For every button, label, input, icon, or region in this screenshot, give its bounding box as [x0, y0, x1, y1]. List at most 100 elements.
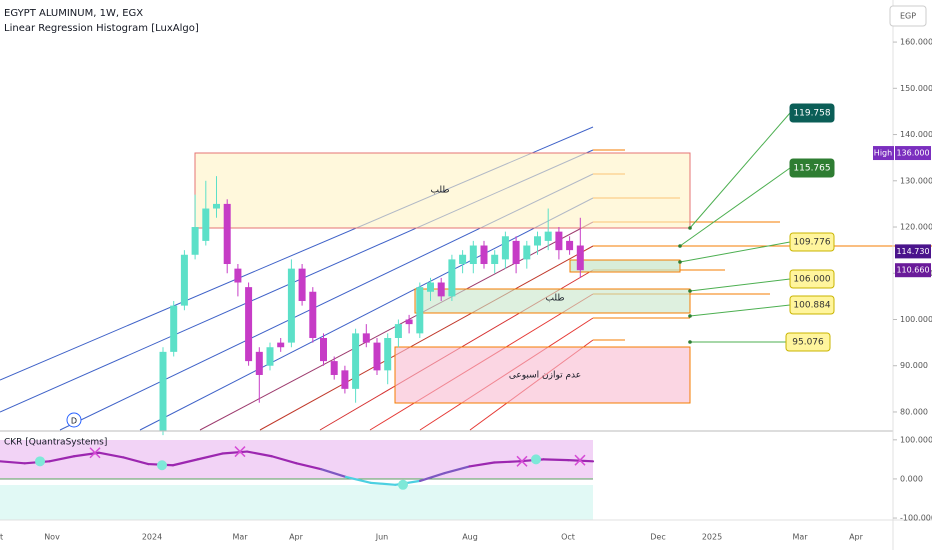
y-tick-label: 160.000	[900, 38, 932, 47]
indicator-line	[122, 456, 150, 466]
candle-body	[480, 245, 488, 265]
candle-body	[159, 351, 167, 431]
signal-dot	[35, 456, 45, 467]
candle-body	[352, 333, 360, 389]
level-box	[789, 158, 835, 178]
price-label-box	[895, 263, 931, 278]
candle-body	[320, 337, 327, 362]
x-tick-label: t	[0, 533, 3, 542]
level-dot	[678, 244, 682, 248]
small-zone	[569, 259, 681, 273]
level-box	[789, 295, 835, 315]
candle-body	[298, 268, 306, 301]
candle-body	[394, 324, 402, 338]
candle-body	[213, 203, 220, 209]
candle-body	[459, 254, 467, 265]
candle-body	[416, 287, 424, 334]
level-box	[789, 232, 835, 252]
indicator-line	[0, 460, 26, 465]
indicator-line	[196, 452, 224, 461]
signal-dot	[157, 460, 167, 471]
y-tick-label: 100.000	[900, 315, 932, 324]
signal-cross	[516, 455, 528, 467]
indicator-line	[245, 450, 273, 458]
candle-body	[266, 347, 274, 366]
indicator-lower-band	[0, 485, 593, 520]
price-label-box	[895, 244, 931, 259]
indicator-line	[221, 450, 249, 455]
price-label: 114.730	[896, 247, 929, 256]
candle-body	[191, 227, 199, 255]
level-connector	[689, 278, 791, 292]
candle-body	[287, 268, 295, 343]
indicator-line	[418, 471, 446, 482]
level-label: 119.758	[793, 109, 830, 119]
candle-body	[170, 305, 178, 352]
indicator-line	[542, 458, 570, 462]
signal-cross	[234, 446, 246, 458]
price-label: 110.660	[896, 266, 929, 275]
level-label: 100.884	[793, 301, 830, 311]
candle-body	[245, 287, 253, 362]
candle-body	[544, 231, 552, 241]
candle-body	[427, 282, 434, 292]
y2-tick-label: 100.000	[900, 435, 932, 444]
candle-body	[523, 245, 531, 260]
indicator-line	[369, 481, 397, 486]
imbalance-zone	[394, 346, 691, 404]
indicator-line	[171, 458, 199, 467]
indicator-line	[320, 468, 348, 479]
annotation: عدم توازن اسبوعى	[509, 371, 581, 381]
y-tick-label: 140.000	[900, 130, 932, 139]
indicator-line	[468, 461, 496, 468]
currency-button[interactable]	[889, 5, 927, 27]
candle-body	[330, 361, 338, 375]
level-dot	[688, 340, 692, 344]
demand-zone	[414, 288, 691, 314]
candle-body	[555, 231, 563, 251]
candle-body	[437, 282, 445, 297]
price-label: 136.000	[896, 149, 929, 158]
x-tick-label: Nov	[44, 533, 60, 542]
signal-dot	[531, 454, 541, 465]
candle-body	[448, 259, 456, 297]
level-box	[785, 332, 831, 352]
dividend-marker[interactable]	[66, 412, 82, 428]
x-tick-label: Jun	[375, 533, 389, 542]
indicator-upper-band	[0, 440, 593, 480]
candle-body	[534, 236, 541, 246]
level-connector	[689, 304, 791, 317]
price-tag: High	[874, 149, 892, 158]
candle-body	[180, 254, 188, 306]
level-box	[789, 269, 835, 289]
level-connector	[689, 112, 791, 229]
candle-body	[373, 342, 381, 371]
y2-tick-label: 0.000	[900, 474, 923, 483]
signal-cross	[89, 447, 101, 459]
indicator-line	[493, 460, 520, 464]
x-tick-label: 2025	[702, 533, 722, 542]
level-box	[789, 103, 835, 123]
indicator-name: CKR [QuantraSystems]	[4, 438, 107, 448]
indicator-line	[97, 451, 125, 459]
level-label: 115.765	[793, 164, 830, 174]
y-tick-label: 130.000	[900, 176, 932, 185]
indicator-line	[270, 455, 298, 465]
candle-body	[255, 351, 263, 375]
candle-body	[202, 208, 210, 241]
indicator-line	[443, 465, 471, 475]
y-tick-label: 120.000	[900, 223, 932, 232]
level-dot	[688, 226, 692, 230]
candle-body	[405, 319, 413, 325]
currency: EGP	[900, 12, 916, 21]
candle-body	[362, 333, 370, 343]
candle-body	[512, 240, 520, 265]
x-tick-label: Apr	[849, 533, 864, 542]
x-tick-label: 2024	[142, 533, 162, 542]
candle-body	[469, 245, 477, 265]
candle-body	[576, 245, 584, 271]
chart-title: EGYPT ALUMINUM, 1W, EGX	[4, 8, 143, 19]
candle-body	[384, 337, 392, 371]
y2-tick-label: -100.000	[900, 514, 932, 523]
